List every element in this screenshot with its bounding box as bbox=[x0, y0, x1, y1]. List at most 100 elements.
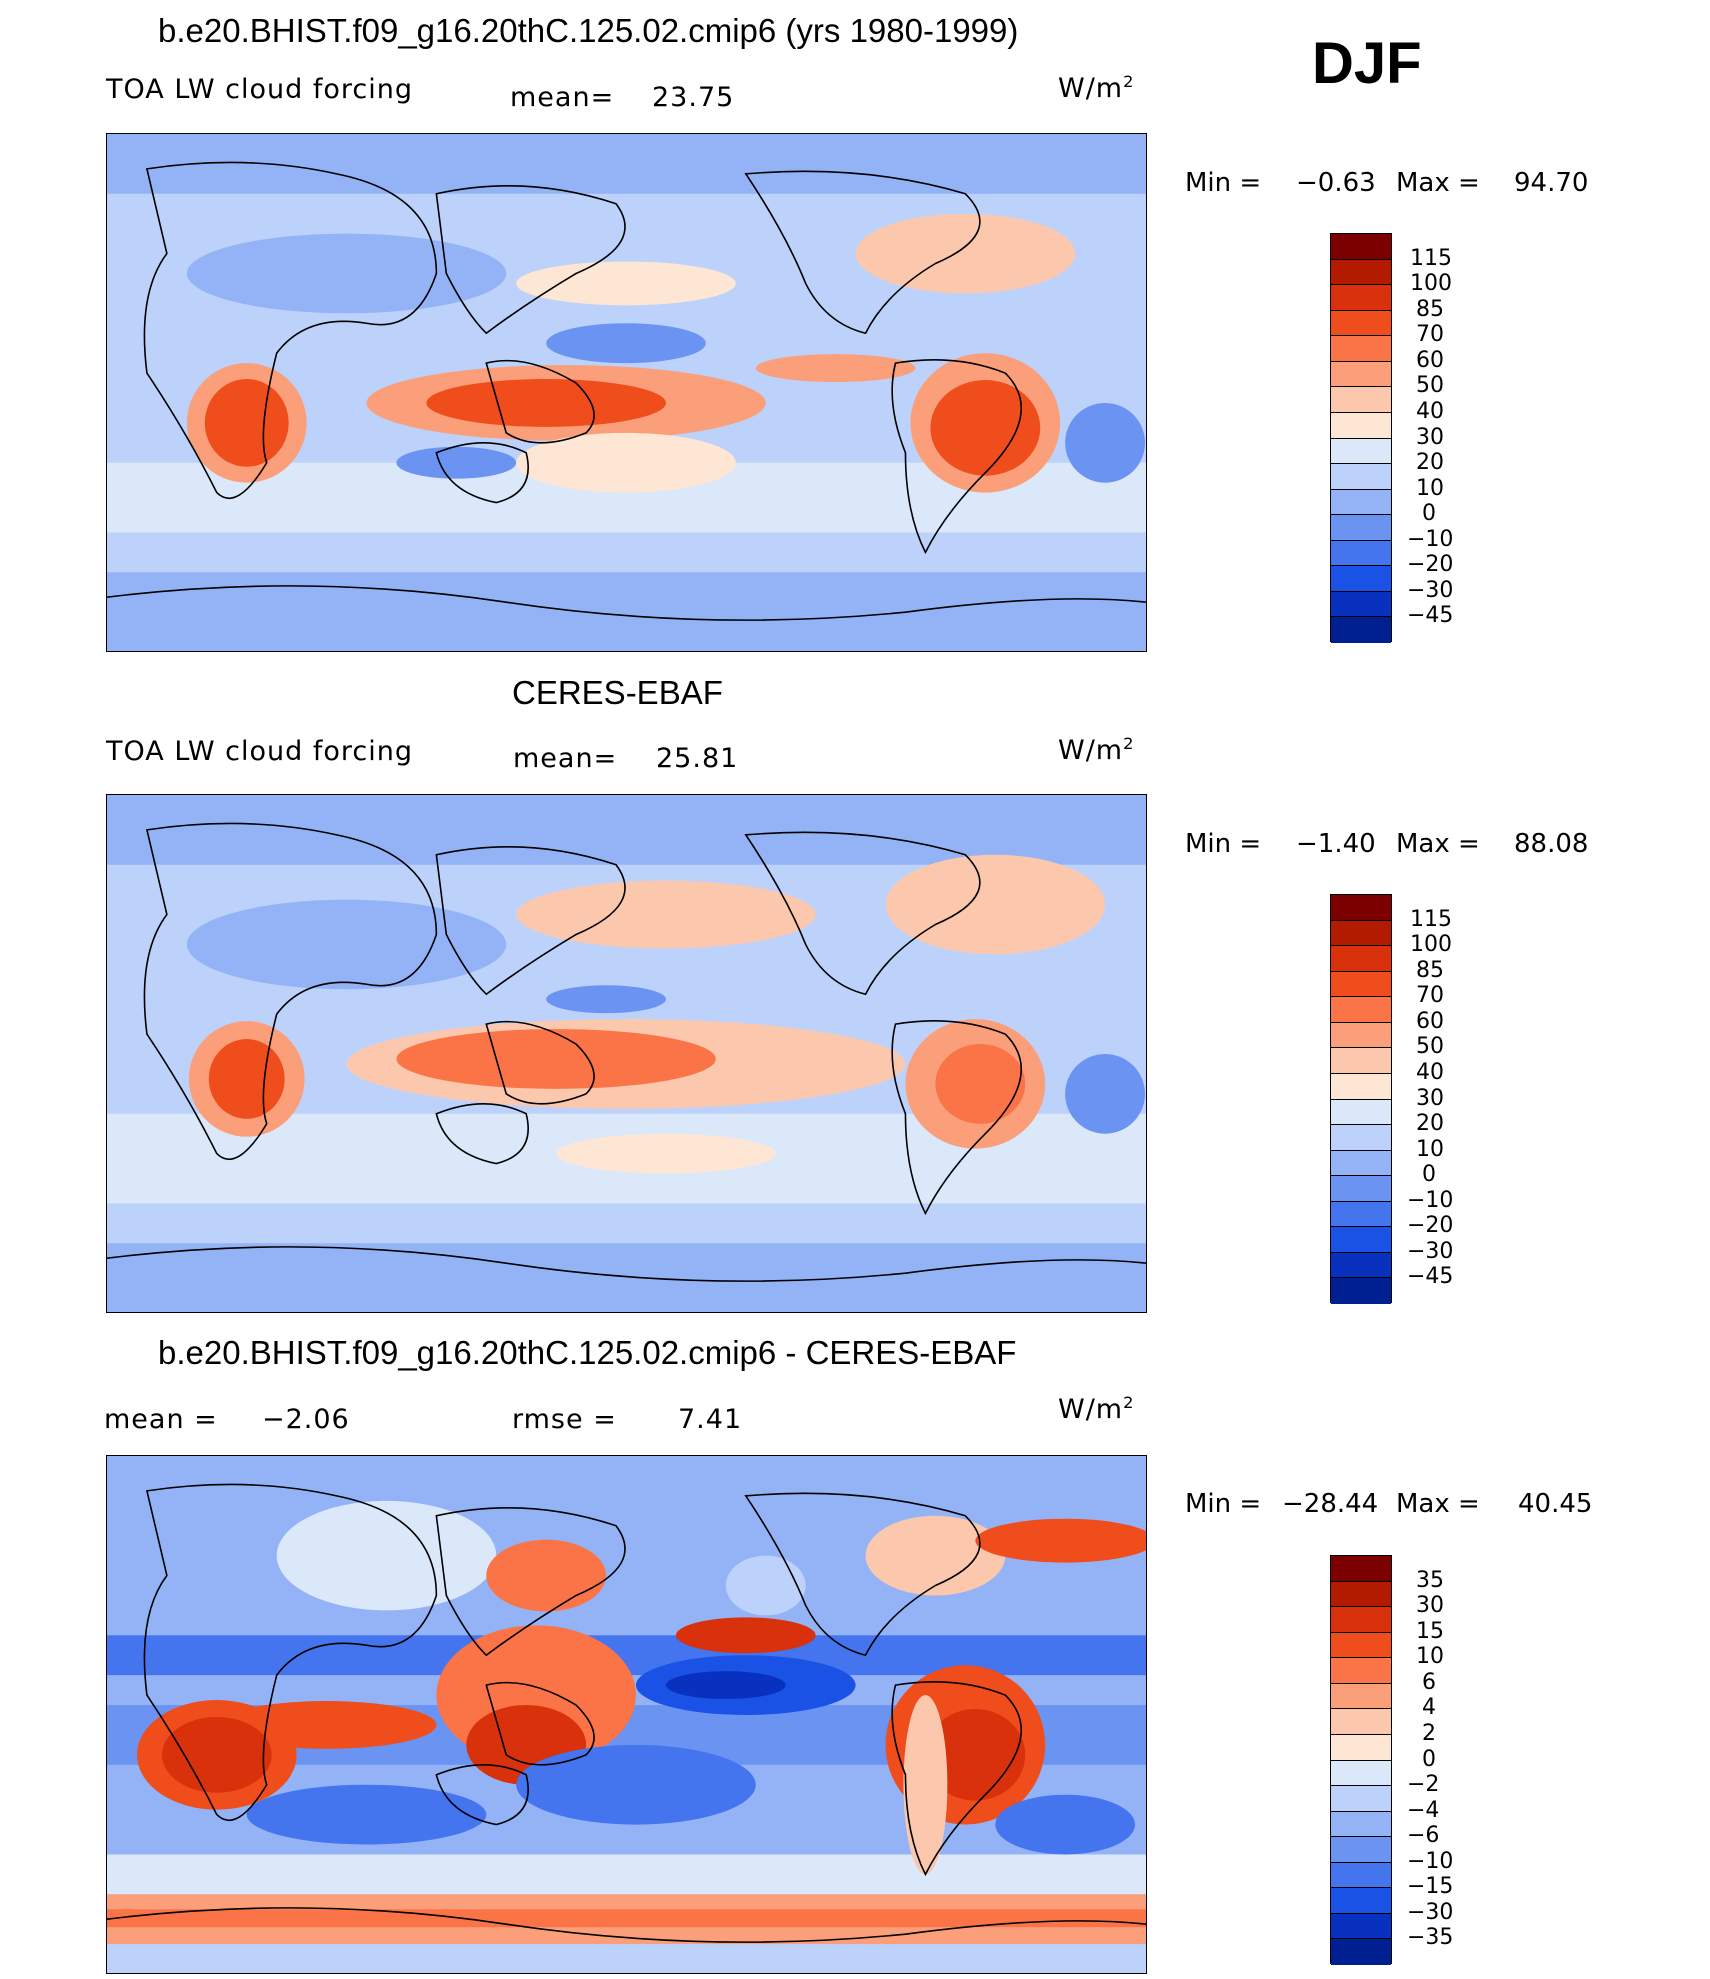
panel1-colorbar-swatch bbox=[1331, 438, 1391, 465]
panel3-colorbar-swatch bbox=[1331, 1556, 1391, 1582]
panel3-colorbar-swatch bbox=[1331, 1607, 1391, 1633]
panel1-colorbar-swatch bbox=[1331, 234, 1391, 260]
panel1-variable-label: TOA LW cloud forcing bbox=[106, 74, 413, 105]
panel1-colorbar-tick-label: 0 bbox=[1422, 501, 1436, 527]
panel1-colorbar-swatch bbox=[1331, 310, 1391, 337]
panel2-colorbar-swatch bbox=[1331, 946, 1391, 972]
panel1-colorbar-tick-label: 30 bbox=[1416, 424, 1444, 450]
panel3-colorbar-tick-label: −4 bbox=[1407, 1797, 1440, 1823]
panel1-colorbar-tick-label: 85 bbox=[1416, 296, 1444, 322]
panel2-map bbox=[106, 794, 1147, 1313]
panel3-colorbar-swatch bbox=[1331, 1939, 1391, 1965]
panel2-variable-label: TOA LW cloud forcing bbox=[106, 736, 413, 767]
panel3-colorbar-tick-label: −35 bbox=[1407, 1925, 1454, 1951]
panel2-colorbar-tick-label: 0 bbox=[1422, 1162, 1436, 1188]
panel1-colorbar-tick-label: 100 bbox=[1410, 271, 1452, 297]
panel2-colorbar-swatch bbox=[1331, 1201, 1391, 1228]
panel1-colorbar-swatch bbox=[1331, 412, 1391, 439]
panel3-colorbar bbox=[1330, 1555, 1392, 1965]
panel3-colorbar-swatch bbox=[1331, 1734, 1391, 1761]
panel2-colorbar-tick-label: 115 bbox=[1410, 906, 1452, 932]
panel2-mean-label: mean= bbox=[513, 743, 618, 774]
panel2-colorbar-swatch bbox=[1331, 1227, 1391, 1253]
panel1-colorbar-tick-label: 10 bbox=[1416, 475, 1444, 501]
panel1-colorbar-swatch bbox=[1331, 540, 1391, 567]
panel3-colorbar-swatch bbox=[1331, 1658, 1391, 1684]
panel3-colorbar-tick-label: 6 bbox=[1422, 1669, 1436, 1695]
panel3-colorbar-tick-label: 0 bbox=[1422, 1746, 1436, 1772]
panel1-colorbar-swatch bbox=[1331, 361, 1391, 388]
panel2-colorbar-tick-label: 30 bbox=[1416, 1085, 1444, 1111]
panel3-title: b.e20.BHIST.f09_g16.20thC.125.02.cmip6 -… bbox=[158, 1334, 1017, 1371]
panel2-colorbar-tick-label: −20 bbox=[1407, 1213, 1454, 1239]
panel1-colorbar-swatch bbox=[1331, 617, 1391, 643]
panel3-units: W/m2 bbox=[1058, 1393, 1135, 1425]
panel3-colorbar-tick-label: −15 bbox=[1407, 1874, 1454, 1900]
panel3-colorbar-tick-label: 10 bbox=[1416, 1644, 1444, 1670]
panel1-min-value: −0.63 bbox=[1296, 168, 1376, 198]
panel2-colorbar-tick-label: 85 bbox=[1416, 957, 1444, 983]
panel2-colorbar-swatch bbox=[1331, 920, 1391, 947]
panel3-colorbar-swatch bbox=[1331, 1632, 1391, 1659]
panel1-mean-label: mean= bbox=[510, 82, 615, 113]
panel3-colorbar-tick-label: 4 bbox=[1422, 1695, 1436, 1721]
panel1-mean-value: 23.75 bbox=[652, 82, 735, 113]
panel2-mean-value: 25.81 bbox=[656, 743, 739, 774]
panel2-colorbar-tick-label: −45 bbox=[1407, 1264, 1454, 1290]
panel2-colorbar-tick-label: −10 bbox=[1407, 1187, 1454, 1213]
panel1-units: W/m2 bbox=[1058, 72, 1135, 104]
panel3-mean-label: mean = bbox=[104, 1404, 218, 1435]
panel1-colorbar-tick-label: 50 bbox=[1416, 373, 1444, 399]
panel2-colorbar-tick-label: 70 bbox=[1416, 983, 1444, 1009]
panel2-colorbar-swatch bbox=[1331, 1278, 1391, 1304]
panel3-colorbar-swatch bbox=[1331, 1837, 1391, 1863]
panel3-min-label: Min = bbox=[1185, 1489, 1262, 1519]
panel3-colorbar-swatch bbox=[1331, 1709, 1391, 1735]
panel2-colorbar-tick-label: 10 bbox=[1416, 1136, 1444, 1162]
panel1-colorbar-swatch bbox=[1331, 336, 1391, 362]
panel1-colorbar-swatch bbox=[1331, 285, 1391, 311]
panel1-map bbox=[106, 133, 1147, 652]
panel2-colorbar-tick-label: 20 bbox=[1416, 1111, 1444, 1137]
panel1-colorbar bbox=[1330, 233, 1392, 643]
panel1-colorbar-swatch bbox=[1331, 591, 1391, 618]
panel1-colorbar-tick-label: 60 bbox=[1416, 347, 1444, 373]
panel3-colorbar-tick-label: −30 bbox=[1407, 1899, 1454, 1925]
panel2-colorbar-swatch bbox=[1331, 1022, 1391, 1049]
panel2-colorbar-tick-label: 100 bbox=[1410, 932, 1452, 958]
panel2-colorbar-swatch bbox=[1331, 1176, 1391, 1202]
panel2-colorbar-tick-label: 60 bbox=[1416, 1008, 1444, 1034]
panel3-mean-value: −2.06 bbox=[262, 1404, 350, 1435]
panel2-max-value: 88.08 bbox=[1514, 829, 1589, 859]
panel1-colorbar-swatch bbox=[1331, 515, 1391, 541]
panel2-map-plot bbox=[107, 795, 1146, 1312]
panel2-colorbar-swatch bbox=[1331, 1048, 1391, 1074]
panel1-colorbar-swatch bbox=[1331, 464, 1391, 490]
panel3-rmse-value: 7.41 bbox=[678, 1404, 743, 1435]
panel2-title: CERES-EBAF bbox=[512, 674, 723, 711]
panel2-colorbar-swatch bbox=[1331, 1099, 1391, 1126]
panel2-colorbar-swatch bbox=[1331, 1252, 1391, 1279]
panel1-colorbar-tick-label: −45 bbox=[1407, 603, 1454, 629]
panel3-colorbar-tick-label: 35 bbox=[1416, 1567, 1444, 1593]
panel3-colorbar-swatch bbox=[1331, 1811, 1391, 1838]
panel1-map-plot bbox=[107, 134, 1146, 651]
panel1-colorbar-tick-label: 40 bbox=[1416, 398, 1444, 424]
panel3-max-label: Max = bbox=[1396, 1489, 1480, 1519]
panel3-min-value: −28.44 bbox=[1282, 1489, 1379, 1519]
panel3-colorbar-tick-label: 2 bbox=[1422, 1720, 1436, 1746]
panel3-rmse-label: rmse = bbox=[512, 1404, 617, 1435]
panel1-colorbar-tick-label: 70 bbox=[1416, 322, 1444, 348]
panel3-colorbar-tick-label: 15 bbox=[1416, 1618, 1444, 1644]
panel1-colorbar-swatch bbox=[1331, 566, 1391, 592]
panel2-colorbar-swatch bbox=[1331, 1150, 1391, 1177]
panel1-title: b.e20.BHIST.f09_g16.20thC.125.02.cmip6 (… bbox=[158, 12, 1019, 49]
panel2-colorbar-swatch bbox=[1331, 1125, 1391, 1151]
panel3-colorbar-tick-label: −2 bbox=[1407, 1772, 1440, 1798]
panel3-colorbar-swatch bbox=[1331, 1581, 1391, 1608]
panel1-min-label: Min = bbox=[1185, 168, 1262, 198]
panel3-colorbar-swatch bbox=[1331, 1913, 1391, 1940]
panel3-colorbar-tick-label: 30 bbox=[1416, 1593, 1444, 1619]
panel1-colorbar-tick-label: −20 bbox=[1407, 552, 1454, 578]
panel1-colorbar-swatch bbox=[1331, 259, 1391, 286]
